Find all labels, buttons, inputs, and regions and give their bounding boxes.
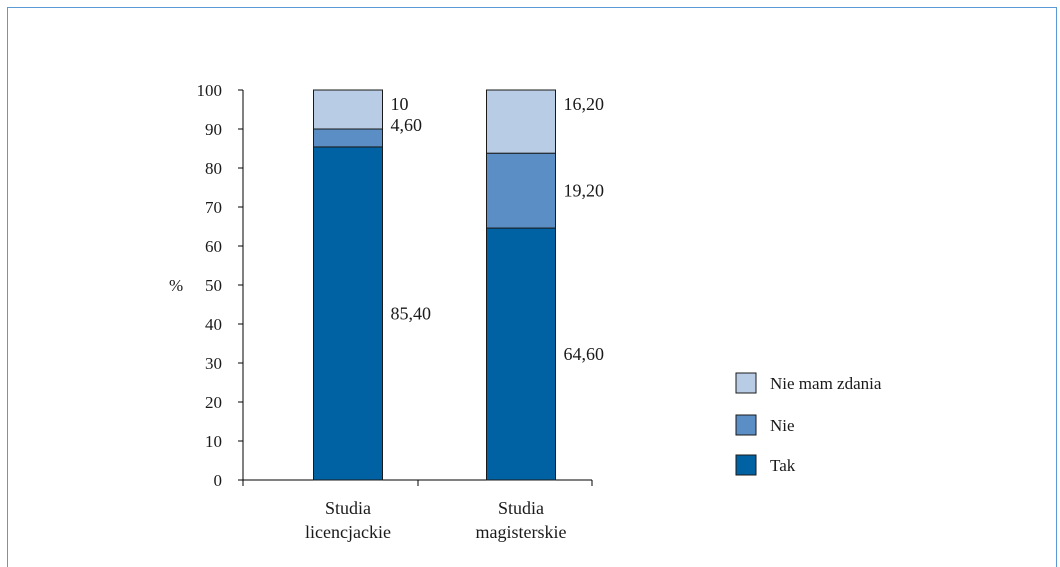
legend-swatch xyxy=(735,454,757,476)
bar-segment xyxy=(313,89,383,130)
y-tick-label: 50 xyxy=(205,276,222,295)
chart-frame xyxy=(7,7,1057,567)
x-category-label: Studia licencjackie xyxy=(305,498,391,542)
y-tick-label: 70 xyxy=(205,198,222,217)
y-tick-label: 90 xyxy=(205,120,222,139)
y-tick-label: 60 xyxy=(205,237,222,256)
bar-segment xyxy=(313,146,383,481)
data-label: 16,20 xyxy=(564,94,605,114)
y-tick-label: 10 xyxy=(205,432,222,451)
bar-segment xyxy=(313,128,383,148)
data-label: 19,20 xyxy=(564,181,605,201)
y-tick-label: 40 xyxy=(205,315,222,334)
legend-swatch xyxy=(735,414,757,436)
legend-label: Nie mam zdania xyxy=(770,374,882,393)
bar-segment xyxy=(486,152,556,229)
legend-label: Nie xyxy=(770,416,795,435)
y-tick-label: 0 xyxy=(214,471,223,490)
legend-swatch xyxy=(735,372,757,394)
y-axis-title: % xyxy=(169,276,183,295)
y-tick-label: 20 xyxy=(205,393,222,412)
bar-segment xyxy=(486,89,556,154)
legend-label: Tak xyxy=(770,456,796,475)
y-tick-label: 30 xyxy=(205,354,222,373)
bar-segment xyxy=(486,227,556,481)
x-category-label: Studia magisterskie xyxy=(476,498,567,542)
y-tick-label: 100 xyxy=(197,81,223,100)
data-label: 64,60 xyxy=(564,344,605,364)
y-tick-label: 80 xyxy=(205,159,222,178)
data-label: 4,60 xyxy=(391,115,423,135)
data-label: 85,40 xyxy=(391,303,432,323)
data-label: 10 xyxy=(391,94,409,114)
